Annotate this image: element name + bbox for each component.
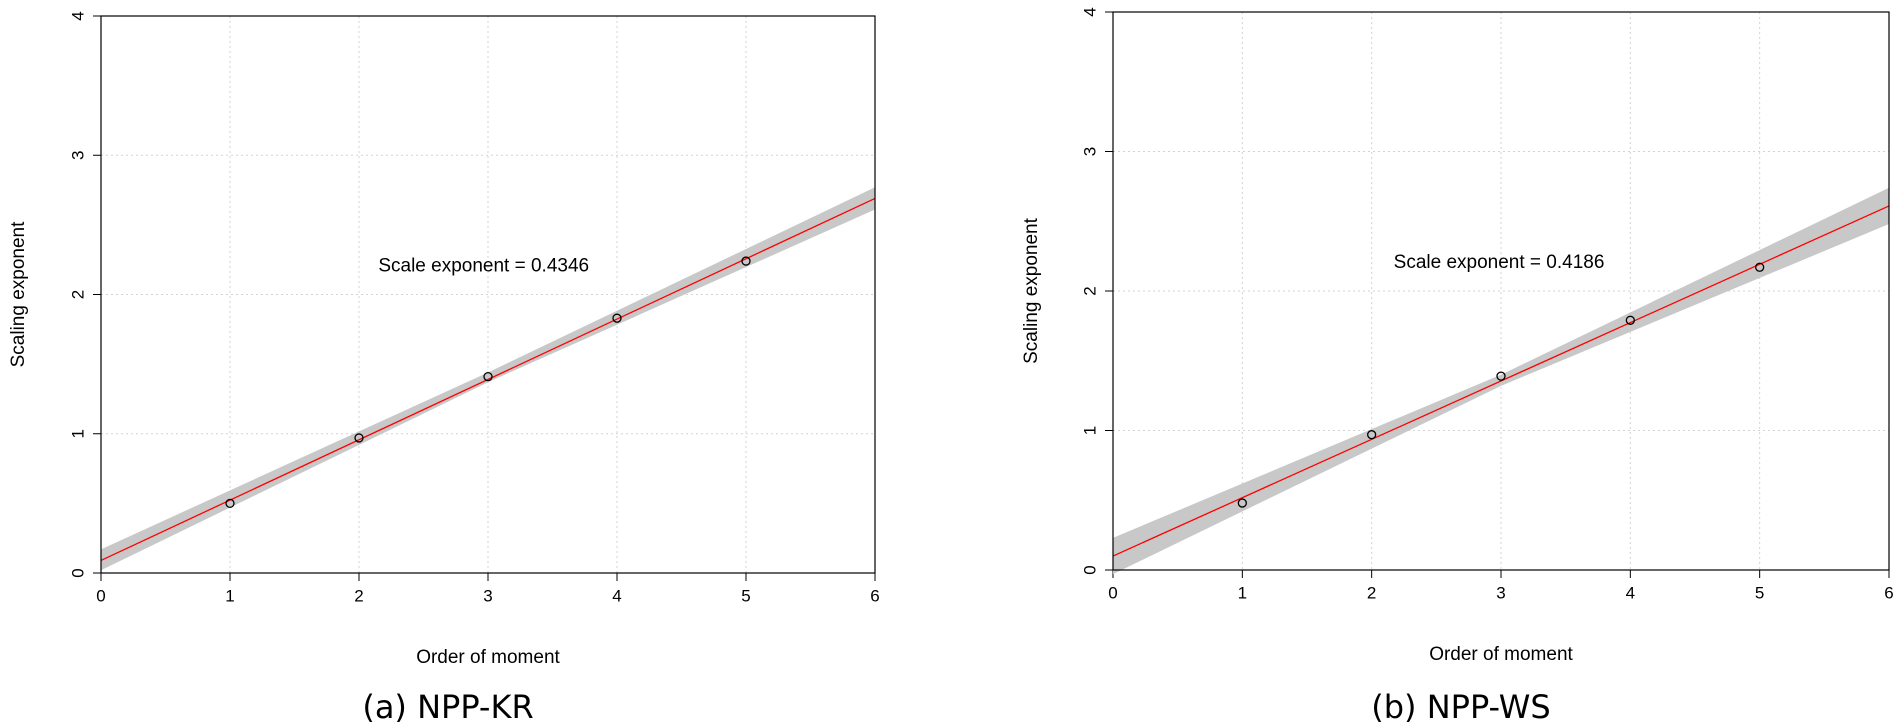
x-tick-label: 0	[96, 586, 105, 605]
x-axis-label: Order of moment	[1429, 644, 1573, 665]
data-point	[1625, 315, 1635, 325]
x-tick-label: 2	[1367, 583, 1376, 602]
data-point	[1755, 262, 1765, 272]
y-tick-label: 0	[1080, 565, 1099, 574]
data-point	[354, 433, 364, 443]
y-tick-label: 4	[68, 11, 87, 20]
y-tick-label: 0	[68, 568, 87, 577]
x-tick-label: 2	[354, 586, 363, 605]
x-tick-label: 1	[1238, 583, 1247, 602]
x-tick-label: 6	[870, 586, 879, 605]
x-tick-label: 3	[1496, 583, 1505, 602]
x-tick-label: 0	[1108, 583, 1117, 602]
y-tick-label: 1	[1080, 426, 1099, 435]
y-tick-label: 3	[1080, 147, 1099, 156]
x-tick-label: 6	[1884, 583, 1893, 602]
x-tick-label: 3	[483, 586, 492, 605]
fit-line	[100, 197, 876, 562]
data-point	[612, 313, 622, 323]
x-tick-label: 5	[1755, 583, 1764, 602]
x-tick-label: 1	[225, 586, 234, 605]
annotation: Scale exponent = 0.4186	[1394, 252, 1605, 273]
y-axis-label: Scaling exponent	[8, 221, 29, 367]
y-tick-label: 2	[1080, 286, 1099, 295]
x-tick-label: 5	[741, 586, 750, 605]
y-tick-label: 2	[68, 290, 87, 299]
data-point	[741, 256, 751, 266]
chart-title: (b) NPP-WS	[1371, 688, 1550, 726]
x-axis-label: Order of moment	[416, 647, 560, 668]
y-tick-label: 1	[68, 429, 87, 438]
data-point	[483, 372, 493, 382]
data-point	[1237, 498, 1247, 508]
fit-line	[1112, 205, 1890, 557]
plot-frame	[1112, 11, 1890, 571]
x-tick-label: 4	[1626, 583, 1635, 602]
data-point	[1367, 430, 1377, 440]
y-tick-label: 3	[68, 151, 87, 160]
chart-title: (a) NPP-KR	[362, 688, 533, 726]
x-tick-label: 4	[612, 586, 621, 605]
annotation: Scale exponent = 0.4346	[378, 256, 589, 277]
y-axis-label: Scaling exponent	[1021, 217, 1042, 363]
plot-frame	[100, 15, 876, 574]
y-tick-label: 4	[1080, 7, 1099, 16]
data-point	[1496, 371, 1506, 381]
data-point	[225, 498, 235, 509]
